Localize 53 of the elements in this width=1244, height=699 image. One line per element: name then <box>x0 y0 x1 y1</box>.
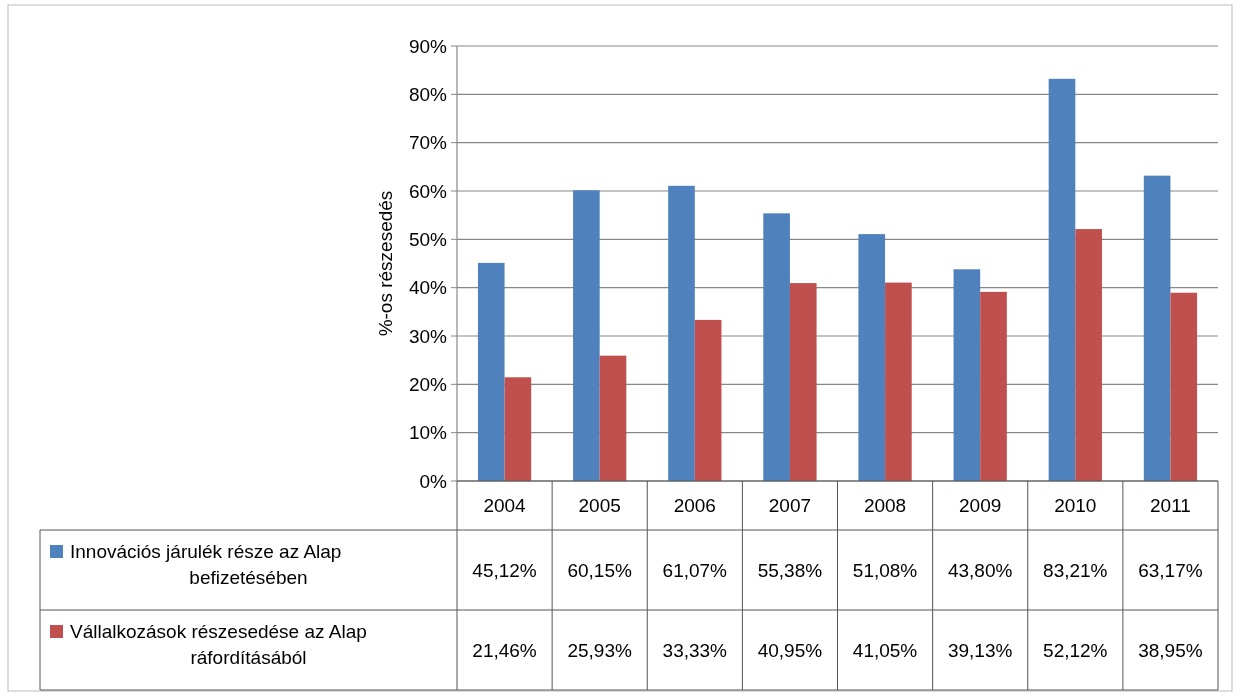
y-tick-label: 70% <box>408 132 448 154</box>
x-tick-label: 2009 <box>959 495 1002 517</box>
data-label: 45,12% <box>472 559 537 581</box>
legend-label: Vállalkozások részesedése az Alap ráfordításából <box>70 621 367 668</box>
data-label: 38,95% <box>1138 639 1203 661</box>
data-label: 51,08% <box>852 559 918 581</box>
data-label: 21,46% <box>472 639 537 661</box>
y-tick-label: 50% <box>408 228 448 250</box>
bar <box>980 291 1007 481</box>
y-axis-title: %-os részesedés <box>375 190 396 337</box>
y-tick-label: 0% <box>419 470 448 492</box>
data-label: 39,13% <box>947 639 1013 661</box>
x-tick-label: 2010 <box>1054 495 1097 517</box>
bar <box>953 269 981 481</box>
bar <box>885 282 912 481</box>
data-label: 61,07% <box>662 559 728 581</box>
bar <box>477 262 505 481</box>
bar <box>1143 175 1171 481</box>
data-label: 83,21% <box>1043 559 1108 581</box>
y-tick-label: 80% <box>408 83 448 105</box>
bar <box>504 377 532 481</box>
data-label: 60,15% <box>567 559 633 581</box>
data-label: 63,17% <box>1138 559 1203 581</box>
y-tick-label: 90% <box>408 35 448 57</box>
bar <box>789 283 817 481</box>
bar <box>573 190 600 481</box>
bar <box>694 319 722 481</box>
y-tick-label: 40% <box>408 277 448 299</box>
bar <box>668 185 695 481</box>
x-tick-label: 2004 <box>483 495 527 517</box>
bar <box>599 355 627 481</box>
y-tick-label: 20% <box>408 373 448 395</box>
bar <box>763 213 790 481</box>
legend-label: Innovációs járulék része az Alap befizetésében <box>70 541 342 588</box>
data-label: 33,33% <box>662 639 728 661</box>
x-tick-label: 2008 <box>863 495 907 517</box>
data-label: 52,12% <box>1043 639 1108 661</box>
data-label: 25,93% <box>567 639 633 661</box>
y-tick-label: 30% <box>408 325 448 347</box>
x-tick-label: 2006 <box>673 495 716 517</box>
x-tick-label: 2011 <box>1150 495 1191 517</box>
bar <box>1075 229 1102 481</box>
data-label: 55,38% <box>757 559 823 581</box>
data-label: 43,80% <box>947 559 1013 581</box>
bar <box>1048 78 1076 481</box>
x-tick-label: 2005 <box>578 495 621 517</box>
data-label: 41,05% <box>852 639 918 661</box>
data-label: 40,95% <box>757 639 823 661</box>
y-tick-label: 60% <box>408 180 448 202</box>
bar <box>1170 292 1198 481</box>
bar <box>858 234 886 481</box>
x-tick-label: 2007 <box>768 495 812 517</box>
y-tick-label: 10% <box>408 422 448 444</box>
